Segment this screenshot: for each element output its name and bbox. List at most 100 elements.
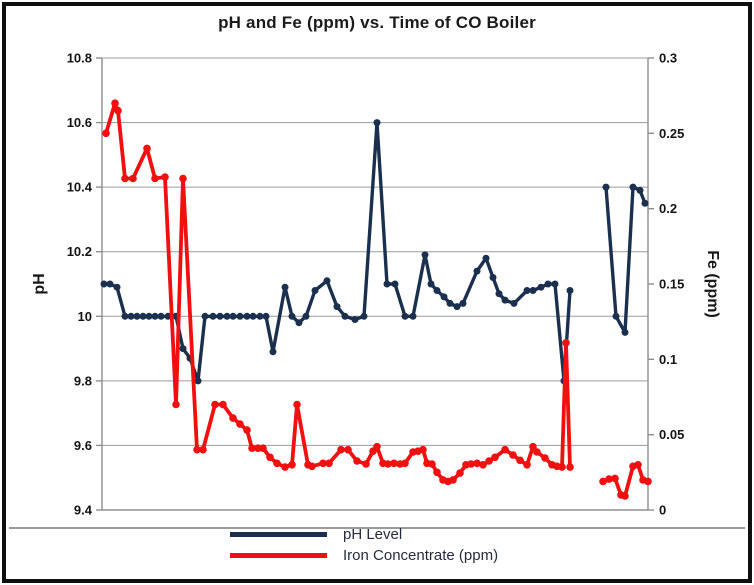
fe-point bbox=[384, 460, 392, 468]
fe-point bbox=[151, 174, 159, 183]
fe-point bbox=[353, 457, 361, 465]
ph-point bbox=[262, 312, 270, 320]
fe-point bbox=[558, 463, 566, 471]
ph-point bbox=[127, 312, 135, 320]
fe-line bbox=[104, 101, 650, 498]
ph-point bbox=[621, 328, 629, 336]
ph-point bbox=[489, 274, 497, 281]
fe-point bbox=[479, 461, 487, 469]
ph-point bbox=[157, 312, 165, 320]
fe-point bbox=[362, 460, 370, 468]
fe-point bbox=[266, 453, 274, 462]
fe-point bbox=[337, 445, 345, 454]
fe-point bbox=[344, 445, 352, 454]
left-axis-ticks: 10.8 10.6 10.4 10.2 10 9.8 9.6 9.4 bbox=[67, 51, 102, 518]
fe-point bbox=[199, 445, 207, 454]
ph-point bbox=[495, 290, 503, 298]
fe-point bbox=[516, 456, 524, 465]
legend-separator-line bbox=[9, 527, 745, 529]
ph-point bbox=[194, 377, 202, 385]
right-axis-ticks: 0.3 0.25 0.2 0.15 0.1 0.05 0 bbox=[648, 51, 684, 518]
legend: pH Level Iron Concentrate (ppm) bbox=[230, 524, 560, 566]
ph-point bbox=[302, 312, 310, 320]
ph-point bbox=[551, 280, 559, 288]
ph-point bbox=[510, 299, 518, 307]
right-tick-label: 0.05 bbox=[659, 427, 684, 442]
fe-point bbox=[179, 174, 187, 183]
fe-point bbox=[491, 453, 499, 462]
ph-point bbox=[440, 293, 448, 301]
fe-point bbox=[485, 457, 493, 465]
fe-point bbox=[373, 442, 381, 451]
ph-point bbox=[351, 316, 359, 323]
fe-point bbox=[473, 459, 481, 468]
ph-point bbox=[544, 280, 552, 288]
legend-label-ph: pH Level bbox=[343, 526, 403, 543]
fe-point bbox=[634, 461, 642, 469]
fe-point bbox=[308, 462, 316, 471]
fe-point bbox=[243, 426, 251, 434]
fe-point bbox=[605, 475, 613, 483]
ph-point bbox=[523, 287, 531, 294]
fe-point bbox=[293, 400, 301, 409]
fe-point bbox=[325, 459, 333, 468]
fe-point bbox=[509, 451, 517, 459]
fe-point bbox=[319, 459, 327, 468]
ph-point bbox=[236, 312, 244, 320]
ph-point bbox=[201, 312, 209, 320]
ph-point bbox=[360, 312, 368, 320]
fe-point bbox=[501, 445, 509, 454]
ph-point bbox=[446, 299, 454, 307]
fe-point bbox=[456, 469, 464, 477]
ph-point bbox=[409, 312, 417, 320]
ph-point bbox=[113, 283, 121, 291]
left-tick-label: 10.4 bbox=[67, 180, 93, 195]
fe-point bbox=[288, 461, 296, 469]
ph-point bbox=[256, 312, 264, 320]
ph-point bbox=[269, 348, 277, 356]
left-tick-label: 10.8 bbox=[67, 51, 92, 66]
fe-point bbox=[143, 144, 151, 153]
axis-lines bbox=[101, 58, 649, 511]
left-tick-label: 9.4 bbox=[74, 503, 93, 518]
fe-point bbox=[193, 445, 201, 454]
ph-point bbox=[288, 312, 296, 320]
fe-point bbox=[273, 459, 281, 468]
ph-point bbox=[333, 303, 341, 311]
fe-series bbox=[102, 99, 652, 500]
fe-point bbox=[419, 445, 427, 454]
ph-point bbox=[243, 312, 251, 320]
ph-point bbox=[216, 312, 224, 320]
ph-level-line-swatch bbox=[230, 532, 327, 537]
fe-point bbox=[211, 400, 219, 409]
legend-item-ph: pH Level bbox=[230, 524, 560, 545]
fe-point bbox=[281, 463, 289, 471]
ph-point bbox=[106, 280, 114, 288]
fe-point bbox=[172, 400, 180, 409]
fe-point bbox=[121, 174, 129, 183]
fe-point bbox=[533, 448, 541, 456]
ph-point bbox=[341, 312, 349, 320]
fe-point bbox=[114, 106, 122, 115]
ph-point bbox=[421, 251, 429, 259]
gridlines bbox=[102, 57, 648, 511]
legend-item-fe: Iron Concentrate (ppm) bbox=[230, 545, 560, 566]
ph-point bbox=[139, 312, 147, 320]
ph-point bbox=[209, 312, 217, 320]
left-tick-label: 9.8 bbox=[74, 373, 92, 388]
ph-point bbox=[100, 280, 108, 288]
ph-point bbox=[145, 312, 153, 320]
fe-point bbox=[401, 459, 409, 468]
fe-point bbox=[259, 444, 267, 453]
ph-point bbox=[373, 119, 381, 127]
right-tick-label: 0.2 bbox=[659, 201, 677, 216]
fe-point bbox=[562, 339, 570, 347]
fe-point bbox=[599, 477, 607, 486]
right-tick-label: 0.1 bbox=[659, 352, 677, 367]
right-tick-label: 0.25 bbox=[659, 126, 684, 141]
ph-point bbox=[151, 312, 159, 320]
fe-point bbox=[566, 463, 574, 471]
ph-point bbox=[473, 267, 481, 275]
iron-concentrate-line-swatch bbox=[230, 553, 327, 558]
